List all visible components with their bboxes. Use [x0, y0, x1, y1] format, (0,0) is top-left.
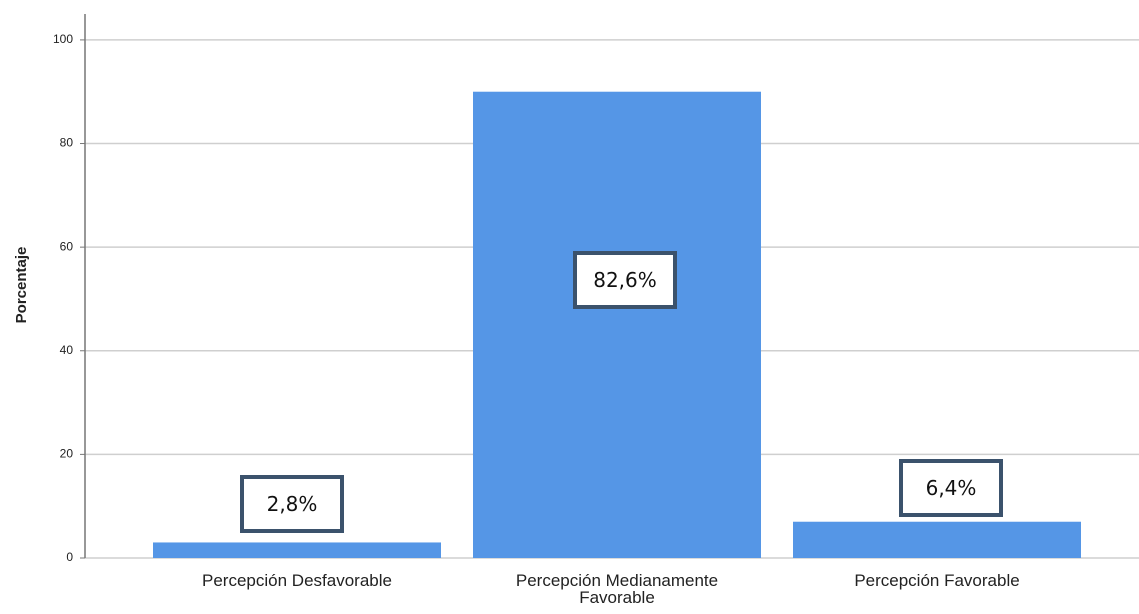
x-tick-label: Percepción Desfavorable [202, 571, 392, 590]
y-tick-label: 100 [53, 32, 73, 46]
y-axis-title: Porcentaje [13, 247, 30, 324]
annotation: 2,8% [240, 475, 344, 533]
bar [793, 521, 1081, 558]
x-tick-label: Percepción Favorable [854, 571, 1020, 590]
y-tick-label: 60 [60, 239, 74, 253]
y-tick-label: 0 [66, 550, 73, 564]
y-tick-label: 20 [60, 447, 74, 461]
annotation: 82,6% [573, 251, 677, 309]
bar [153, 542, 441, 558]
x-tick-label: Percepción Medianamente Favorable [515, 571, 719, 607]
y-tick-label: 40 [60, 343, 74, 357]
y-tick-label: 80 [60, 136, 74, 150]
annotation: 6,4% [899, 459, 1003, 517]
bar [473, 91, 761, 558]
